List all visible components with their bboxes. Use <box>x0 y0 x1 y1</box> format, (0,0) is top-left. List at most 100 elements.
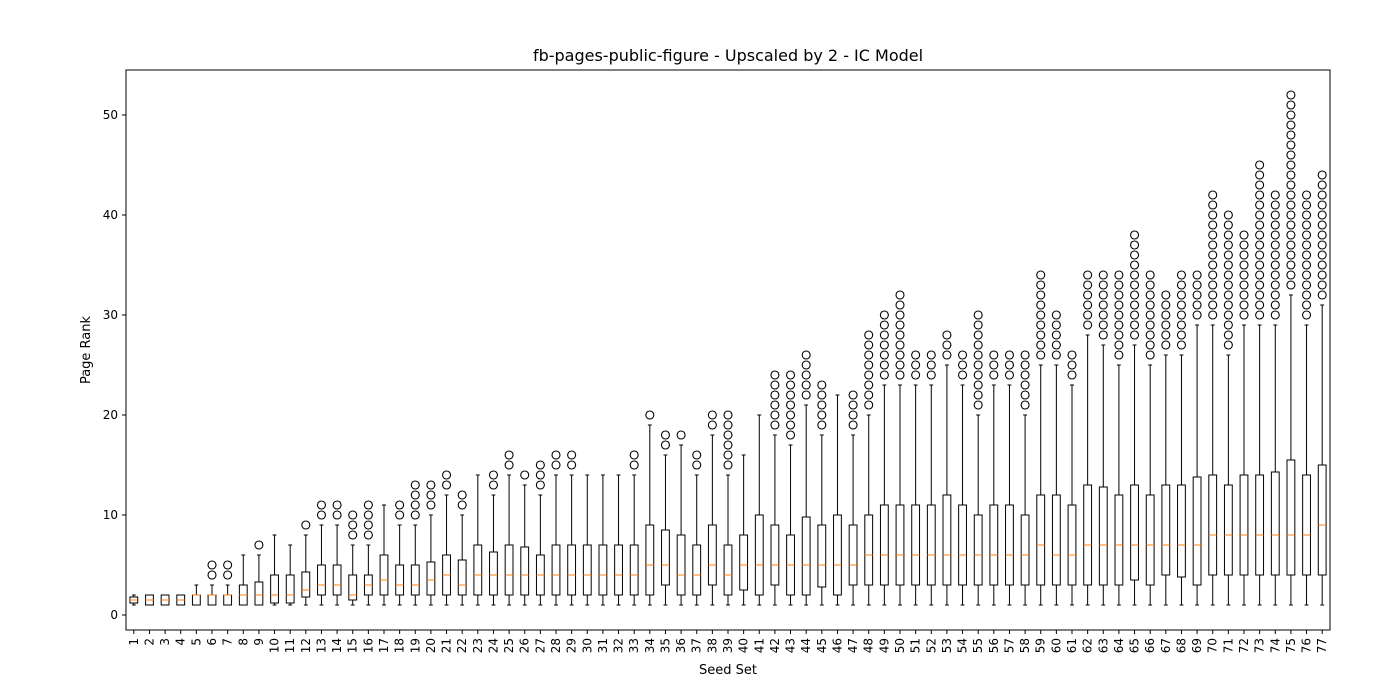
outlier-point <box>864 360 874 370</box>
outlier-point <box>1317 190 1327 200</box>
x-tick-label: 24 <box>486 638 500 653</box>
outlier-point <box>1286 210 1296 220</box>
box <box>833 514 842 596</box>
outlier-point <box>1129 270 1140 280</box>
outlier-point <box>942 340 952 350</box>
outlier-point <box>1036 270 1046 280</box>
outlier-point <box>363 530 373 540</box>
outlier-point <box>1286 90 1296 100</box>
outlier-point <box>1317 210 1327 220</box>
x-tick-label: 66 <box>1143 638 1157 653</box>
outlier-point <box>1208 260 1218 270</box>
box-group <box>817 380 827 606</box>
box <box>1161 484 1171 576</box>
box <box>410 564 420 596</box>
outlier-point <box>926 350 936 360</box>
outlier-point <box>1223 220 1233 230</box>
outlier-point <box>1286 120 1296 130</box>
outlier-point <box>770 400 780 410</box>
outlier-point <box>1223 240 1233 250</box>
outlier-point <box>1145 320 1155 330</box>
box <box>1177 484 1186 578</box>
outlier-point <box>1036 320 1046 330</box>
outlier-point <box>1208 300 1218 310</box>
outlier-point <box>1129 240 1140 250</box>
box-group <box>1239 230 1249 606</box>
outlier-point <box>1098 300 1108 310</box>
box-group <box>426 480 436 606</box>
x-tick-label: 65 <box>1128 638 1142 653</box>
outlier-point <box>1161 330 1171 340</box>
outlier-point <box>1051 350 1061 360</box>
outlier-point <box>1083 300 1093 310</box>
outlier-point <box>1129 320 1140 330</box>
outlier-point <box>1161 300 1171 310</box>
x-tick-label: 72 <box>1237 638 1251 653</box>
outlier-point <box>895 340 905 350</box>
outlier-point <box>864 370 874 380</box>
box <box>598 544 608 596</box>
outlier-point <box>1286 270 1296 280</box>
box-group <box>348 510 358 606</box>
outlier-point <box>1145 290 1155 300</box>
x-tick-label: 44 <box>799 638 813 653</box>
outlier-point <box>864 350 874 360</box>
box-group <box>316 500 327 606</box>
box-group <box>785 370 796 606</box>
box <box>676 534 686 596</box>
x-tick-label: 11 <box>283 638 297 653</box>
outlier-point <box>1270 270 1280 280</box>
outlier-point <box>879 330 889 340</box>
outlier-point <box>1083 280 1093 290</box>
outlier-point <box>989 370 999 380</box>
outlier-point <box>629 450 639 460</box>
outlier-point <box>785 390 796 400</box>
outlier-point <box>1176 310 1187 320</box>
x-tick-label: 20 <box>424 638 438 653</box>
box <box>191 594 201 606</box>
box <box>1114 494 1124 586</box>
outlier-point <box>1239 230 1249 240</box>
outlier-point <box>1036 300 1046 310</box>
box <box>848 524 858 586</box>
outlier-point <box>1223 290 1233 300</box>
box-group <box>1083 270 1093 606</box>
outlier-point <box>770 410 780 420</box>
outlier-point <box>1129 280 1140 290</box>
outlier-point <box>1223 340 1233 350</box>
box-group <box>1036 270 1046 606</box>
outlier-point <box>1270 250 1280 260</box>
outlier-point <box>535 480 545 490</box>
outlier-point <box>1223 230 1233 240</box>
outlier-point <box>817 390 827 400</box>
x-tick-label: 12 <box>299 638 313 653</box>
x-axis: 1 2 3 4 5 6 7 8 9 10 11 12 13 14 15 16 17 18 19 20 21 22 23 24 2… <box>127 630 1329 653</box>
outlier-point <box>1145 270 1155 280</box>
outlier-point <box>1114 350 1124 360</box>
outlier-point <box>1208 200 1218 210</box>
outlier-point <box>1223 310 1233 320</box>
outlier-point <box>676 430 686 440</box>
outlier-point <box>520 470 530 480</box>
outlier-point <box>723 410 733 420</box>
outlier-point <box>1004 360 1015 370</box>
x-tick-label: 45 <box>815 638 829 653</box>
outlier-point <box>1161 340 1171 350</box>
outlier-point <box>879 350 889 360</box>
x-tick-label: 5 <box>189 638 203 646</box>
box-group <box>676 430 686 606</box>
box-group <box>223 560 233 606</box>
outlier-point <box>1255 200 1265 210</box>
outlier-point <box>1114 270 1124 280</box>
outlier-point <box>723 430 733 440</box>
outlier-point <box>1270 230 1280 240</box>
outlier-point <box>504 450 514 460</box>
outlier-point <box>785 410 796 420</box>
outlier-point <box>1192 290 1202 300</box>
x-tick-label: 62 <box>1081 638 1095 653</box>
box <box>723 544 733 596</box>
outlier-point <box>848 420 858 430</box>
outlier-point <box>363 520 373 530</box>
box <box>801 516 811 596</box>
outlier-point <box>770 420 780 430</box>
